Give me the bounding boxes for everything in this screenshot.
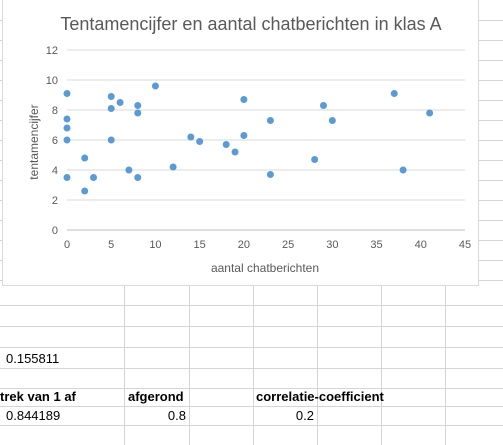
row-line: [0, 305, 503, 306]
x-tick-label: 35: [370, 239, 382, 251]
scatter-point: [63, 124, 71, 132]
scatter-point: [240, 132, 248, 139]
y-tick-label: 0: [52, 225, 58, 237]
row-line: [0, 425, 503, 426]
cell-value-a[interactable]: 0.155811: [6, 351, 60, 366]
x-tick-label: 15: [194, 239, 206, 251]
scatter-point: [187, 133, 195, 141]
row-line: [0, 406, 503, 407]
cell-value-subtracted[interactable]: 0.844189: [6, 408, 61, 423]
x-tick-label: 5: [108, 239, 114, 251]
x-tick-labels: 0 5 10 15 20 25 30 35 40 45: [64, 239, 471, 251]
scatter-point: [81, 154, 89, 162]
x-tick-label: 10: [149, 239, 161, 251]
scatter-point: [63, 90, 71, 97]
scatter-point: [125, 166, 133, 174]
scatter-point: [311, 156, 319, 163]
scatter-point: [107, 105, 115, 112]
y-axis-title: tentamencijfer: [27, 104, 41, 179]
x-tick-label: 30: [326, 239, 338, 251]
scatter-point: [107, 136, 115, 144]
scatter-point: [222, 141, 230, 148]
scatter-point: [240, 96, 248, 103]
scatter-point: [107, 93, 115, 100]
x-tick-label: 0: [64, 239, 70, 251]
scatter-point: [328, 117, 336, 124]
cell-header-rounded[interactable]: afgerond: [128, 389, 184, 404]
y-tick-label: 10: [46, 75, 58, 87]
x-tick-label: 25: [282, 239, 294, 251]
y-tick-label: 12: [46, 45, 58, 57]
scatter-point: [266, 171, 274, 178]
chart-area[interactable]: Tentamencijfer en aantal chatberichten i…: [2, 0, 479, 286]
scatter-point: [63, 136, 71, 144]
scatter-point: [151, 82, 159, 90]
y-tick-label: 2: [52, 195, 58, 207]
scatter-point: [63, 174, 71, 181]
gridlines: [67, 49, 465, 231]
scatter-point: [134, 109, 142, 117]
cell-value-correlation[interactable]: 0.2: [295, 408, 314, 423]
scatter-point: [116, 99, 124, 106]
y-tick-label: 4: [52, 165, 58, 177]
scatter-point: [390, 90, 398, 97]
scatter-point: [169, 163, 177, 171]
x-tick-label: 45: [459, 239, 471, 251]
scatter-point: [90, 174, 98, 181]
scatter-point: [319, 102, 327, 109]
row-line: [0, 388, 503, 389]
scatter-point: [63, 115, 71, 123]
chart-title: Tentamencijfer en aantal chatberichten i…: [60, 14, 441, 34]
y-tick-label: 6: [52, 135, 58, 147]
cell-header-correlation[interactable]: correlatie-coefficient: [256, 389, 384, 404]
cell-value-rounded[interactable]: 0.8: [167, 408, 186, 423]
y-tick-labels: 0 2 4 6 8 10 12: [46, 45, 58, 237]
scatter-point: [266, 117, 274, 124]
data-points: [63, 82, 434, 195]
scatter-chart: Tentamencijfer en aantal chatberichten i…: [27, 14, 471, 275]
scatter-point: [196, 138, 204, 145]
scatter-point: [399, 166, 407, 174]
cell-header-subtract[interactable]: trek van 1 af: [0, 389, 76, 404]
scatter-point: [231, 148, 239, 156]
row-line: [0, 368, 503, 369]
row-line: [0, 347, 503, 348]
row-line: [0, 326, 503, 327]
scatter-point: [426, 109, 434, 117]
x-tick-label: 20: [238, 239, 250, 251]
scatter-point: [134, 102, 142, 109]
x-axis-title: aantal chatberichten: [211, 261, 319, 275]
x-tick-label: 40: [415, 239, 427, 251]
y-tick-label: 8: [52, 105, 58, 117]
scatter-point: [134, 174, 142, 181]
scatter-point: [81, 187, 89, 195]
